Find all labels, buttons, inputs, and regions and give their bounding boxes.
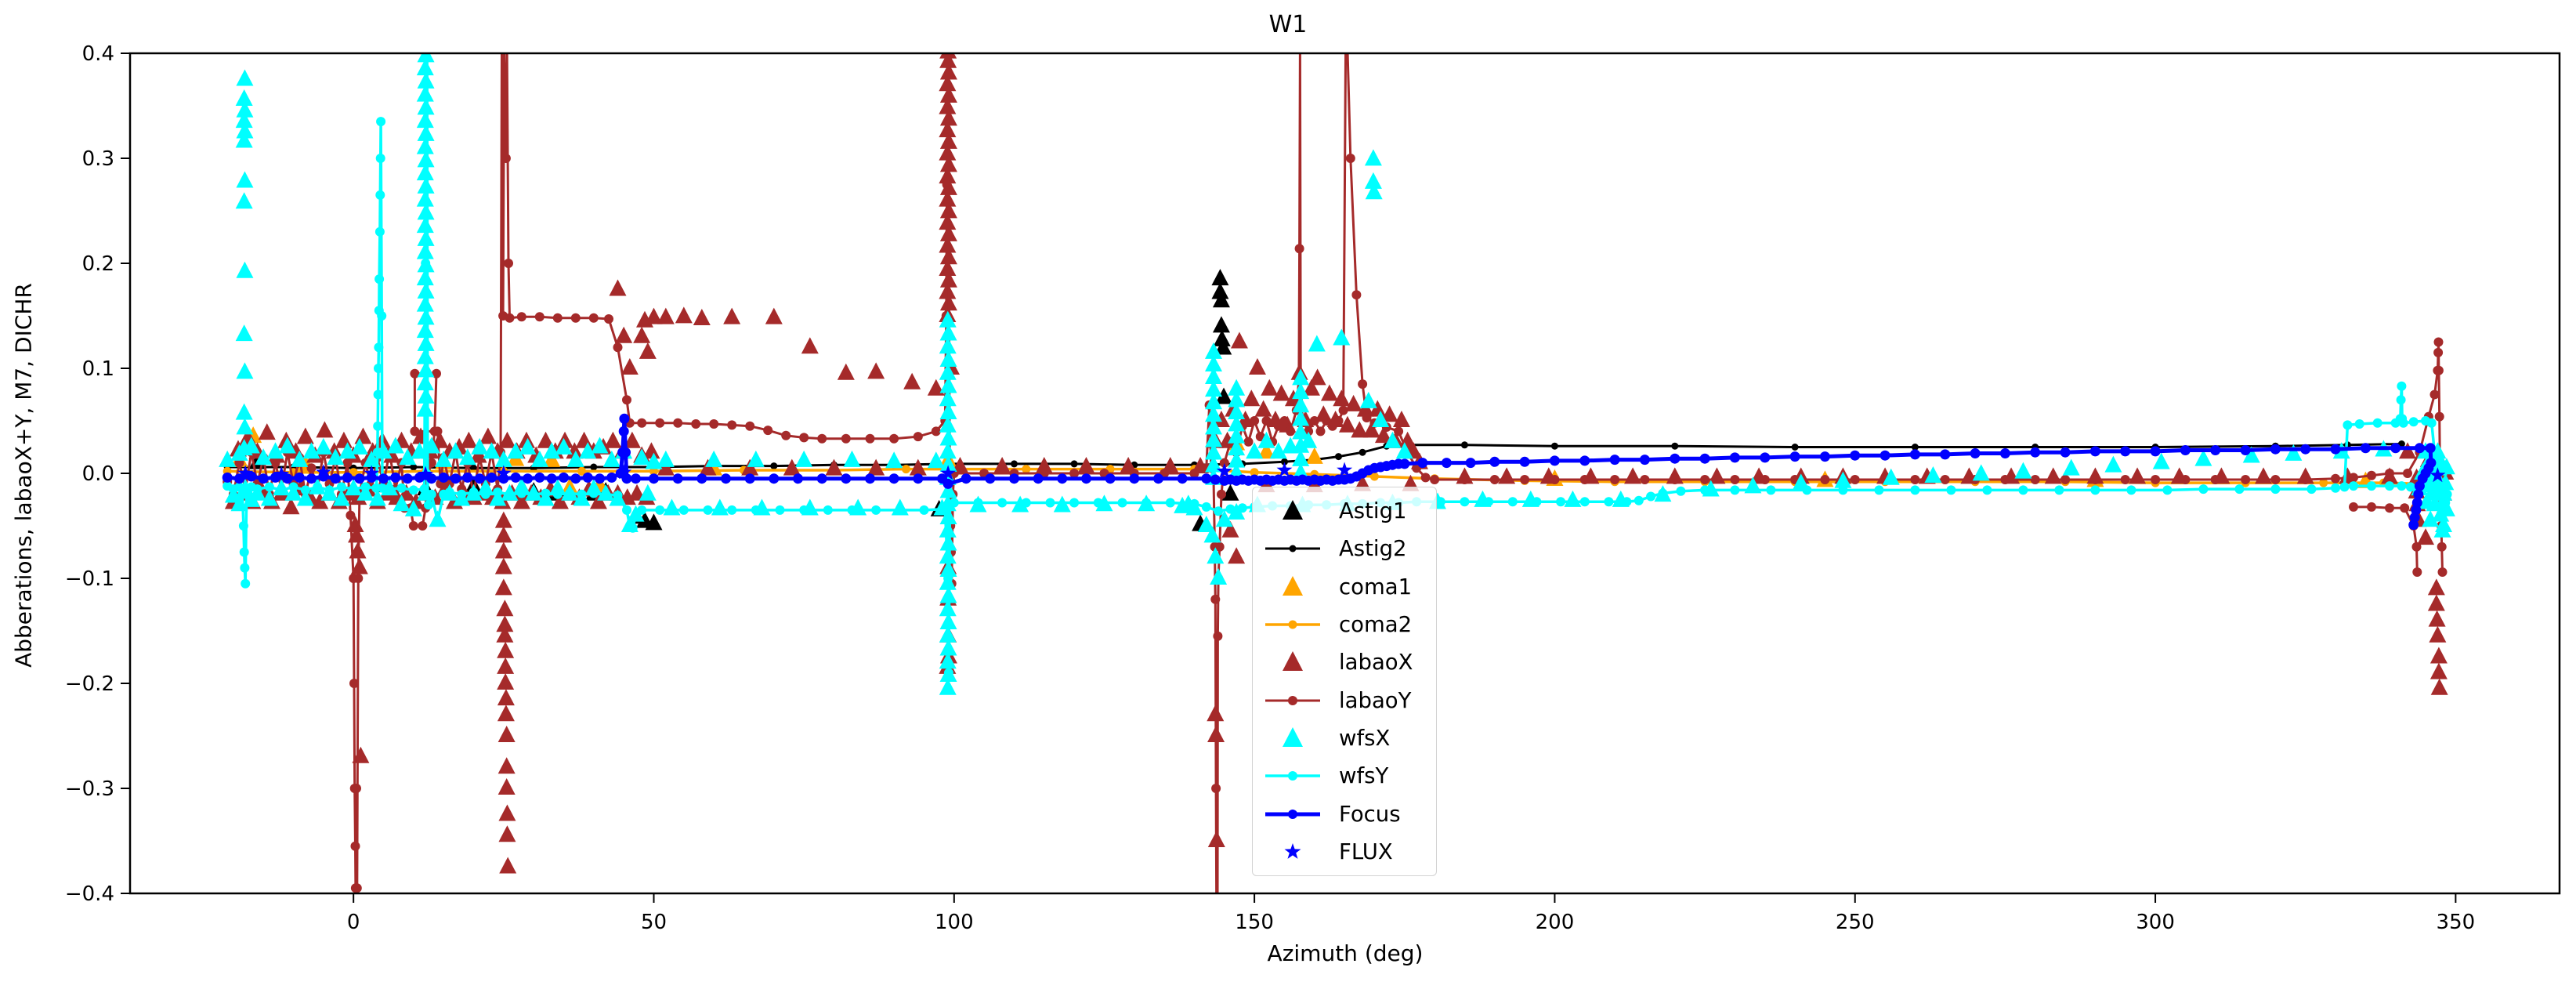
- legend-label: labaoX: [1339, 650, 1413, 676]
- chart-legend: Astig1 Astig2 coma1 coma2 labaoX labaoY wfsX wf…: [1252, 487, 1437, 876]
- x-tick-label: 250: [1836, 911, 1875, 934]
- legend-marker-dot-icon: [1265, 809, 1320, 819]
- legend-label: coma2: [1339, 612, 1413, 638]
- legend-item-labaox: labaoX: [1257, 645, 1436, 679]
- legend-item-focus: Focus: [1257, 797, 1436, 831]
- x-tick-label: 100: [935, 911, 974, 934]
- legend-item-coma2: coma2: [1257, 607, 1436, 642]
- legend-marker-dot-icon: [1265, 620, 1320, 629]
- y-tick-label: −0.2: [65, 672, 114, 696]
- legend-label: labaoY: [1339, 687, 1412, 713]
- legend-label: wfsX: [1339, 725, 1391, 751]
- plot-border: [128, 52, 2561, 895]
- legend-marker-star-icon: [1284, 842, 1301, 859]
- y-axis-label: Abberations, labaoX+Y, M7, DICHR: [10, 283, 37, 668]
- legend-label: FLUX: [1339, 839, 1393, 864]
- legend-item-flux: FLUX: [1257, 835, 1436, 869]
- x-tick-label: 300: [2136, 911, 2175, 934]
- legend-label: Astig1: [1339, 498, 1407, 524]
- x-tick-label: 350: [2437, 911, 2476, 934]
- y-tick-label: 0.4: [82, 42, 114, 66]
- legend-item-labaoy: labaoY: [1257, 683, 1436, 718]
- y-tick-label: 0.1: [82, 357, 114, 381]
- legend-item-wfsy: wfsY: [1257, 759, 1436, 793]
- chart-title: W1: [1268, 11, 1308, 38]
- y-tick-label: 0.3: [82, 147, 114, 171]
- y-tick-label: −0.3: [65, 777, 114, 801]
- y-tick-label: −0.1: [65, 567, 114, 591]
- legend-marker-dot-icon: [1265, 545, 1320, 552]
- y-tick-label: 0.2: [82, 252, 114, 276]
- legend-marker-triangle-icon: [1283, 726, 1303, 747]
- legend-marker-triangle-icon: [1283, 500, 1303, 520]
- legend-label: wfsY: [1339, 763, 1389, 789]
- legend-label: Focus: [1339, 801, 1401, 827]
- x-tick-label: 150: [1235, 911, 1274, 934]
- plot-area: [219, 53, 2455, 893]
- legend-item-astig2: Astig2: [1257, 531, 1436, 566]
- x-axis-label: Azimuth (deg): [1267, 940, 1424, 966]
- y-tick-label: 0.0: [82, 462, 114, 486]
- axis-ticks: 0 50 100 150 200 250 300 350 0.4 0.3 0.2 0.1 0.0 −0.1…: [65, 42, 2475, 934]
- legend-marker-dot-icon: [1265, 771, 1320, 781]
- x-tick-label: 0: [347, 911, 360, 934]
- series-FLUX: [237, 462, 2446, 483]
- series-Focus: [222, 413, 2437, 531]
- legend-item-wfsx: wfsX: [1257, 721, 1436, 755]
- legend-marker-triangle-icon: [1283, 651, 1303, 672]
- x-tick-label: 50: [641, 911, 667, 934]
- y-tick-label: −0.4: [65, 882, 114, 906]
- legend-label: coma1: [1339, 574, 1413, 600]
- legend-marker-triangle-icon: [1283, 575, 1303, 596]
- x-tick-label: 200: [1536, 911, 1575, 934]
- legend-label: Astig2: [1339, 536, 1407, 562]
- legend-item-astig1: Astig1: [1257, 494, 1436, 528]
- legend-marker-dot-icon: [1265, 695, 1320, 705]
- legend-item-coma1: coma1: [1257, 570, 1436, 604]
